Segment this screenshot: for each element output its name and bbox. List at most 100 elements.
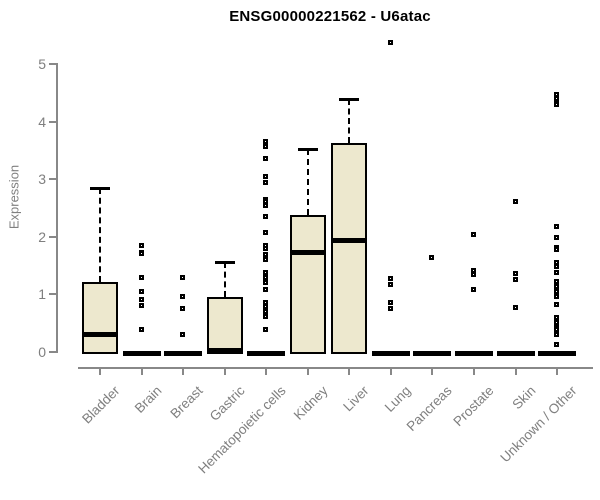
- outlier-point: [180, 294, 186, 300]
- whisker-liver: [348, 99, 351, 143]
- y-tick-label: 5: [38, 56, 46, 72]
- outlier-point: [470, 271, 476, 277]
- outlier-point: [554, 101, 560, 107]
- box-collapsed-unknown-other: [538, 351, 577, 356]
- outlier-point: [387, 300, 393, 306]
- box-liver: [331, 142, 368, 354]
- x-tick: [514, 368, 517, 375]
- box-collapsed-brain: [122, 351, 161, 356]
- outlier-point: [138, 302, 144, 308]
- outlier-point: [554, 289, 560, 295]
- outlier-point: [263, 139, 269, 145]
- y-tick: [49, 235, 56, 238]
- box-gastric: [206, 297, 243, 354]
- outlier-point: [387, 305, 393, 311]
- outlier-point: [263, 313, 269, 319]
- outlier-point: [554, 234, 560, 240]
- outlier-point: [263, 279, 269, 285]
- outlier-point: [554, 327, 560, 333]
- outlier-point: [470, 286, 476, 292]
- whisker-gastric: [223, 262, 226, 298]
- y-tick-label: 2: [38, 228, 46, 245]
- outlier-point: [263, 214, 269, 220]
- box-collapsed-lung: [371, 351, 410, 356]
- outlier-point: [263, 300, 269, 306]
- y-tick: [49, 63, 56, 65]
- outlier-point: [263, 270, 269, 276]
- x-tick: [431, 368, 434, 375]
- outlier-point: [263, 229, 269, 235]
- outlier-point: [263, 256, 269, 262]
- outlier-point: [512, 271, 518, 277]
- outlier-point: [263, 143, 269, 149]
- outlier-point: [512, 277, 518, 282]
- outlier-point: [180, 275, 186, 281]
- outlier-point: [554, 278, 560, 284]
- outlier-point: [263, 173, 269, 179]
- outlier-point: [554, 95, 560, 101]
- x-tick: [182, 368, 185, 375]
- whisker-cap-liver: [339, 98, 360, 102]
- outlier-point: [263, 275, 269, 281]
- y-tick: [49, 293, 56, 296]
- outlier-point: [554, 283, 560, 289]
- outlier-point: [554, 247, 560, 253]
- outlier-point: [554, 270, 560, 276]
- x-tick: [389, 368, 392, 375]
- outlier-point: [263, 199, 269, 205]
- y-axis: [56, 63, 58, 353]
- y-tick-label: 1: [38, 286, 46, 303]
- outlier-point: [554, 301, 560, 307]
- chart-title: ENSG00000221562 - U6atac: [229, 8, 431, 25]
- x-tick: [99, 368, 101, 375]
- whisker-cap-gastric: [214, 261, 235, 265]
- whisker-kidney: [306, 148, 309, 215]
- outlier-point: [138, 251, 144, 257]
- y-tick: [49, 178, 56, 181]
- x-tick: [140, 368, 143, 375]
- y-tick-label: 0: [38, 344, 46, 360]
- outlier-point: [263, 203, 269, 209]
- outlier-point: [263, 156, 269, 162]
- box-collapsed-skin: [496, 351, 535, 356]
- outlier-point: [387, 40, 393, 46]
- median-liver: [331, 237, 368, 243]
- outlier-point: [263, 327, 269, 333]
- outlier-point: [429, 255, 435, 261]
- outlier-point: [263, 308, 269, 314]
- x-tick: [223, 368, 226, 375]
- outlier-point: [138, 297, 144, 303]
- box-collapsed-breast: [164, 351, 203, 356]
- x-tick: [306, 368, 309, 375]
- outlier-point: [138, 289, 144, 295]
- outlier-point: [263, 180, 269, 186]
- y-tick: [49, 120, 56, 123]
- outlier-point: [138, 275, 144, 281]
- outlier-point: [263, 304, 269, 310]
- outlier-point: [512, 305, 518, 311]
- outlier-point: [138, 243, 144, 249]
- outlier-point: [180, 331, 186, 337]
- whisker-bladder: [99, 187, 101, 282]
- box-bladder: [82, 281, 118, 354]
- median-gastric: [206, 348, 243, 354]
- x-tick: [472, 368, 475, 375]
- outlier-point: [263, 246, 269, 252]
- outlier-point: [512, 199, 518, 205]
- outlier-point: [470, 232, 476, 238]
- outlier-point: [387, 275, 393, 281]
- outlier-point: [554, 342, 560, 348]
- outlier-point: [554, 320, 560, 326]
- box-kidney: [289, 214, 326, 354]
- whisker-cap-kidney: [297, 147, 318, 151]
- outlier-point: [263, 252, 269, 258]
- outlier-point: [554, 293, 560, 299]
- y-tick: [49, 351, 56, 353]
- box-collapsed-pancreas: [413, 351, 452, 356]
- outlier-point: [554, 315, 560, 321]
- x-tick: [556, 368, 559, 375]
- outlier-point: [263, 286, 269, 292]
- outlier-point: [554, 263, 560, 269]
- box-collapsed-hematopoietic-cells: [247, 351, 286, 356]
